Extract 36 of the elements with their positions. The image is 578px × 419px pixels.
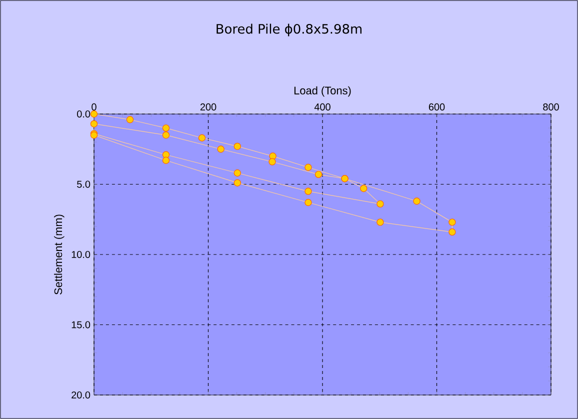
point — [268, 158, 276, 166]
x-tick-label: 800 — [543, 103, 559, 110]
point — [162, 156, 170, 164]
point — [198, 134, 206, 142]
y-axis-title: Settlement (mm) — [54, 214, 64, 294]
chart-title: Bored Pile ϕ0.8x5.98m — [216, 24, 362, 36]
point — [304, 188, 312, 195]
x-tick-label: 0 — [92, 103, 96, 110]
point — [90, 110, 98, 118]
x-axis-title: Load (Tons) — [294, 86, 351, 97]
point — [162, 124, 170, 132]
point — [304, 198, 312, 206]
y-tick-label: 15.0 — [72, 321, 90, 328]
point — [314, 170, 322, 178]
point — [234, 169, 241, 177]
point — [376, 200, 384, 208]
point — [304, 164, 312, 171]
point — [162, 151, 170, 158]
point — [126, 116, 134, 124]
point — [234, 142, 241, 150]
point — [234, 179, 241, 186]
point — [217, 146, 224, 153]
point — [376, 218, 384, 226]
point — [448, 218, 456, 226]
x-tick-label: 600 — [428, 103, 445, 110]
y-tick-label: 5.0 — [77, 180, 90, 188]
point — [162, 131, 170, 139]
point — [448, 228, 456, 236]
y-tick-label: 0.0 — [77, 110, 90, 118]
y-tick-label: 10.0 — [72, 250, 90, 258]
point — [360, 184, 368, 192]
x-tick-label: 400 — [314, 103, 330, 110]
point — [90, 120, 98, 128]
x-tick-label: 200 — [200, 103, 216, 110]
point — [413, 198, 420, 205]
y-tick-label: 20.0 — [72, 391, 90, 399]
